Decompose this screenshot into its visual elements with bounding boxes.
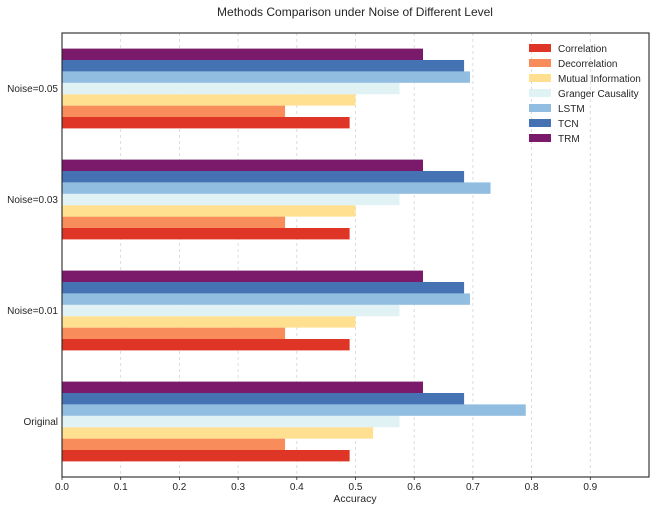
legend-label: LSTM <box>558 104 585 115</box>
bar-correlation <box>62 117 350 129</box>
bar-decorrelation <box>62 327 286 339</box>
bar-trm <box>62 381 424 393</box>
y-categories: Original Noise=0.01 Noise=0.03 Noise=0.05 <box>7 84 58 428</box>
bar-tcn <box>62 60 465 72</box>
legend-swatch <box>529 59 551 67</box>
bar-correlation <box>62 228 350 240</box>
bar-granger-causality <box>62 415 400 428</box>
bars <box>62 48 526 462</box>
bar-granger-causality <box>62 193 400 206</box>
y-category-label: Original <box>24 417 58 428</box>
x-tick-label: 0.0 <box>55 482 69 493</box>
legend-label: Granger Causality <box>558 89 639 100</box>
bar-granger-causality <box>62 82 400 95</box>
bar-mutual-information <box>62 316 356 328</box>
bar-tcn <box>62 393 465 405</box>
x-tick-label: 0.5 <box>349 482 363 493</box>
x-tick-label: 0.3 <box>231 482 245 493</box>
y-category-label: Noise=0.03 <box>7 195 58 206</box>
bar-trm <box>62 270 424 282</box>
bar-mutual-information <box>62 94 356 106</box>
bar-decorrelation <box>62 216 286 228</box>
x-tick-label: 0.4 <box>290 482 304 493</box>
legend-swatch <box>529 104 551 112</box>
chart-title: Methods Comparison under Noise of Differ… <box>217 5 493 19</box>
bar-tcn <box>62 171 465 183</box>
legend-swatch <box>529 89 551 97</box>
bar-trm <box>62 48 424 60</box>
x-ticks: 0.0 0.1 0.2 0.3 0.4 0.5 0.6 0.7 0.8 0.9 <box>55 477 598 493</box>
x-tick-label: 0.6 <box>407 482 421 493</box>
x-tick-label: 0.8 <box>525 482 539 493</box>
legend-swatch <box>529 74 551 82</box>
legend-swatch <box>529 44 551 52</box>
x-tick-label: 0.9 <box>583 482 597 493</box>
legend-swatch <box>529 134 551 142</box>
x-tick-label: 0.2 <box>172 482 186 493</box>
bar-mutual-information <box>62 205 356 217</box>
bar-trm <box>62 159 424 171</box>
y-category-label: Noise=0.01 <box>7 306 58 317</box>
legend: Correlation Decorrelation Mutual Informati… <box>529 44 641 145</box>
x-tick-label: 0.7 <box>466 482 480 493</box>
legend-label: Correlation <box>558 44 607 55</box>
bar-lstm <box>62 404 526 416</box>
legend-label: TRM <box>558 134 580 145</box>
bar-lstm <box>62 71 470 83</box>
legend-label: Decorrelation <box>558 59 617 70</box>
bar-decorrelation <box>62 438 286 450</box>
y-category-label: Noise=0.05 <box>7 84 58 95</box>
bar-mutual-information <box>62 427 374 439</box>
bar-lstm <box>62 293 470 305</box>
legend-swatch <box>529 119 551 127</box>
bar-correlation <box>62 339 350 351</box>
bar-correlation <box>62 450 350 462</box>
x-axis-label: Accuracy <box>333 493 377 505</box>
bar-granger-causality <box>62 304 400 317</box>
legend-label: TCN <box>558 119 579 130</box>
bar-lstm <box>62 182 491 194</box>
bar-tcn <box>62 282 465 294</box>
bar-decorrelation <box>62 105 286 117</box>
legend-label: Mutual Information <box>558 74 641 85</box>
x-tick-label: 0.1 <box>114 482 128 493</box>
